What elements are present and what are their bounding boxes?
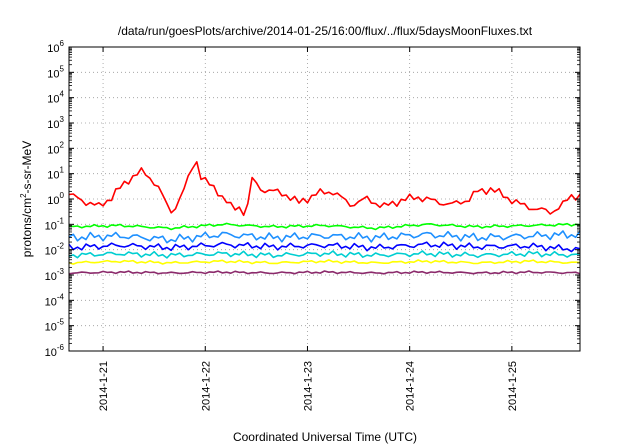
x-axis-label: Coordinated Universal Time (UTC) — [233, 430, 417, 444]
y-tick-label: 105 — [47, 64, 64, 80]
x-tick-label: 2014-1-24 — [405, 361, 417, 411]
series-line-4 — [68, 241, 581, 253]
x-tick-label: 2014-1-21 — [98, 361, 110, 411]
y-tick-label: 10-4 — [45, 292, 65, 308]
x-tick-label: 2014-1-22 — [200, 361, 212, 411]
series-line-2 — [68, 222, 581, 231]
x-tick-label: 2014-1-25 — [507, 361, 519, 411]
y-tick-label: 10-5 — [45, 318, 65, 334]
y-tick-label: 103 — [47, 115, 64, 131]
grid-lines — [69, 47, 580, 351]
x-axis: 2014-1-21 2014-1-22 2014-1-23 2014-1-24 2014… — [98, 47, 519, 411]
series-line-1 — [68, 161, 581, 217]
y-tick-label: 101 — [47, 166, 64, 182]
y-tick-label: 100 — [47, 191, 64, 207]
series-line-3 — [68, 230, 581, 244]
series-line-7 — [68, 270, 581, 275]
x-tick-label: 2014-1-23 — [302, 361, 314, 411]
y-tick-label: 10-6 — [45, 343, 65, 359]
y-tick-label: 102 — [47, 140, 64, 156]
series-line-5 — [68, 250, 581, 259]
y-axis: 10-6 10-5 10-4 10-3 10-2 10-1 100 101 102 103 104 1… — [45, 39, 580, 359]
y-tick-label: 106 — [47, 39, 64, 55]
y-tick-label: 10-3 — [45, 267, 65, 283]
y-tick-label: 104 — [47, 90, 64, 106]
y-tick-label: 10-1 — [45, 216, 65, 232]
y-tick-label: 10-2 — [45, 242, 65, 258]
y-axis-label: protons/cm2-s-sr-MeV — [19, 141, 34, 257]
chart-title: /data/run/goesPlots/archive/2014-01-25/1… — [118, 24, 533, 38]
series-layer — [68, 161, 581, 275]
series-line-6 — [68, 259, 581, 265]
